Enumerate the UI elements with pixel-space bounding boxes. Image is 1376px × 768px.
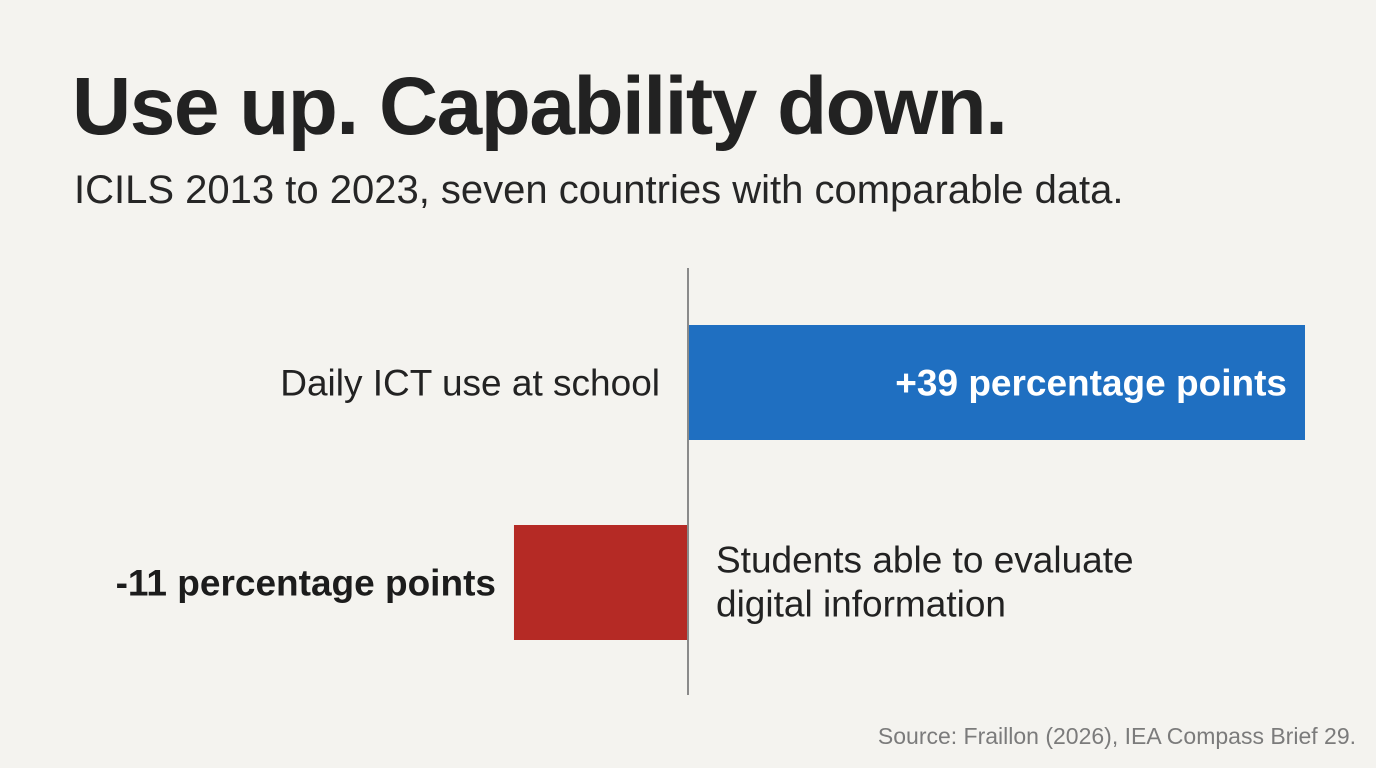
source-note: Source: Fraillon (2026), IEA Compass Bri… — [877, 723, 1356, 749]
bar-students-able-to-evaluate-digital-information — [513, 525, 688, 640]
chart-title: Use up. Capability down. — [72, 61, 1008, 152]
chart-subtitle: ICILS 2013 to 2023, seven countries with… — [74, 168, 1124, 212]
bar-daily-ict-use-at-school — [688, 325, 1305, 440]
category-label-daily-ict-use-at-school: Daily ICT use at school — [280, 363, 660, 404]
data-label-daily-ict-use-at-school: +39 percentage points — [895, 363, 1287, 404]
category-label-students-able-to-evaluate-digital-information: Students able to evaluate digital informa… — [716, 540, 1134, 625]
data-label-students-able-to-evaluate-digital-information: -11 percentage points — [116, 563, 496, 604]
